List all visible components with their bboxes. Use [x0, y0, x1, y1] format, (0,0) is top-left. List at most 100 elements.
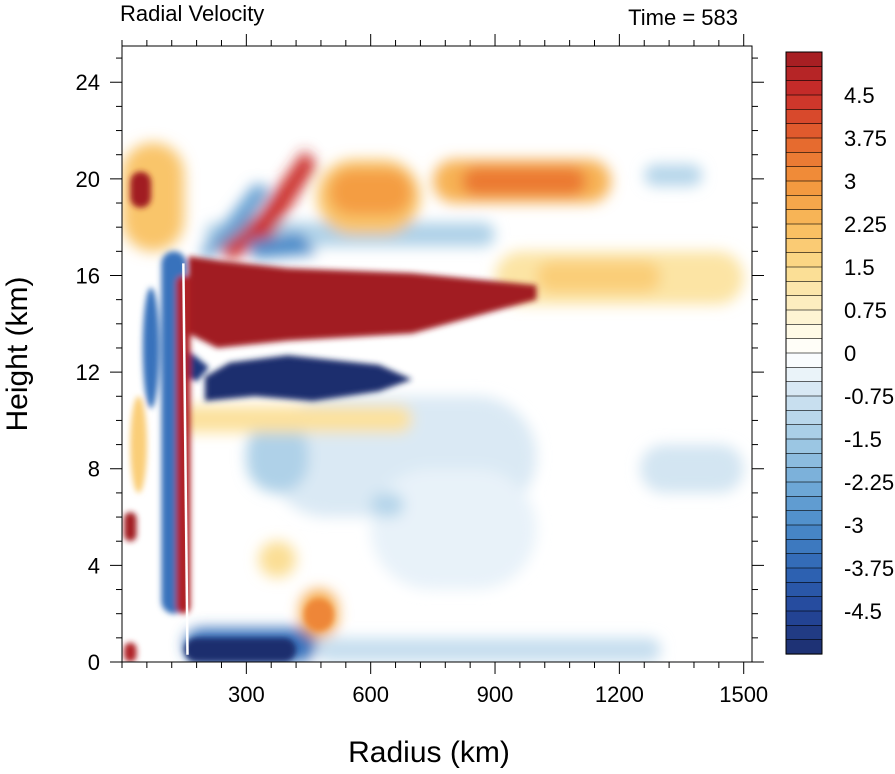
field-soft-layer: [122, 142, 744, 662]
colorbar-label: -4.5: [844, 599, 882, 624]
colorbar-label: -1.5: [844, 427, 882, 452]
colorbar-bin: [785, 352, 823, 368]
lower-negative-patch: [640, 444, 744, 493]
x-tick-label: 300: [228, 682, 265, 707]
colorbar-label: 3.75: [844, 126, 887, 151]
colorbar-bin: [785, 338, 823, 354]
colorbar-bin: [785, 166, 823, 182]
colorbar-bin: [785, 625, 823, 641]
colorbar-bin: [785, 424, 823, 440]
colorbar-bin: [785, 109, 823, 125]
colorbar-bin: [785, 510, 823, 526]
y-tick-label: 12: [76, 360, 100, 385]
colorbar-bin: [785, 481, 823, 497]
colorbar-bin: [785, 639, 823, 655]
colorbar-bin: [785, 438, 823, 454]
colorbar-bin: [785, 610, 823, 626]
low-level-outflow-2: [258, 541, 297, 578]
colorbar-bin: [785, 123, 823, 139]
core-low-positive: [124, 512, 137, 542]
upper-outflow-jet: [188, 256, 537, 348]
colorbar-bin: [785, 238, 823, 254]
colorbar-bin: [785, 223, 823, 239]
plot-frame: [110, 34, 764, 674]
y-tick-label: 24: [76, 70, 100, 95]
colorbar-bin: [785, 94, 823, 110]
colorbar-bin: [785, 410, 823, 426]
colorbar-bin: [785, 381, 823, 397]
colorbar-bin: [785, 596, 823, 612]
colorbar-label: 4.5: [844, 83, 875, 108]
colorbar-bin: [785, 496, 823, 512]
core-midlevel-positive: [130, 396, 147, 493]
colorbar-bin: [785, 209, 823, 225]
colorbar-bin: [785, 66, 823, 82]
upper-positive-core-2: [461, 166, 587, 196]
colorbar-bin: [785, 467, 823, 483]
colorbar-label: -0.75: [844, 384, 894, 409]
colorbar-bin: [785, 524, 823, 540]
y-tick-label: 0: [88, 650, 100, 675]
plot-border: [121, 45, 753, 663]
x-axis-title: Radius (km): [348, 736, 510, 769]
y-tick-label: 20: [76, 167, 100, 192]
colorbar-bin: [785, 137, 823, 153]
colorbar-label: 1.5: [844, 255, 875, 280]
y-axis-tick-labels: 0 4 8 12 16 20 24: [76, 70, 100, 675]
x-tick-label: 1500: [719, 682, 768, 707]
x-tick-label: 900: [477, 682, 514, 707]
colorbar-bin: [785, 553, 823, 569]
y-tick-label: 16: [76, 263, 100, 288]
colorbar-bin: [785, 80, 823, 96]
colorbar-bin: [785, 539, 823, 555]
colorbar-bin: [785, 266, 823, 282]
x-tick-label: 1200: [595, 682, 644, 707]
colorbar-bin: [785, 281, 823, 297]
midlevel-weak-inflow-2: [370, 468, 537, 590]
core-upper-positive: [122, 142, 185, 252]
upper-outflow-tail-core: [536, 260, 661, 293]
colorbar-bin: [785, 309, 823, 325]
colorbar-bin: [785, 367, 823, 383]
colorbar-bin: [785, 395, 823, 411]
colorbar-bin: [785, 295, 823, 311]
core-surface-positive: [124, 642, 137, 662]
diagonal-outflow-streak: [217, 149, 317, 261]
colorbar-bin: [785, 51, 823, 67]
x-tick-label: 600: [352, 682, 389, 707]
colorbar-label: -2.25: [844, 470, 894, 495]
chart-title-left: Radial Velocity: [120, 1, 264, 26]
core-midlevel-negative: [142, 287, 160, 409]
midlevel-inflow-band: [246, 420, 309, 493]
colorbar-bin: [785, 195, 823, 211]
eyewall-zero-line: [182, 263, 189, 655]
chart-title-right: Time = 583: [628, 5, 738, 30]
colorbar-bin: [785, 252, 823, 268]
colorbar-label: 0.75: [844, 298, 887, 323]
colorbar-bin: [785, 453, 823, 469]
colorbar-bin: [785, 152, 823, 168]
upper-negative-patch: [644, 164, 703, 187]
boundary-inflow: [184, 637, 297, 662]
colorbar-label: 3: [844, 169, 856, 194]
colorbar-label: 2.25: [844, 212, 887, 237]
boundary-inflow-weak: [316, 637, 661, 662]
y-axis-title: Height (km): [1, 276, 34, 431]
colorbar-label: -3.75: [844, 556, 894, 581]
colorbar: [785, 51, 823, 655]
diagonal-inflow-streak: [200, 183, 272, 261]
colorbar-border: [785, 51, 823, 655]
colorbar-bin: [785, 567, 823, 583]
colorbar-label: -3: [844, 513, 864, 538]
colorbar-bin: [785, 324, 823, 340]
y-tick-label: 8: [88, 457, 100, 482]
upper-inflow-wedge: [246, 232, 317, 259]
y-tick-label: 4: [88, 553, 100, 578]
colorbar-labels: 4.5 3.75 3 2.25 1.5 0.75 0 -0.75 -1.5 -2.25 -3 -3.7…: [844, 83, 894, 624]
core-upper-positive-strong: [130, 171, 152, 208]
low-level-outflow-core: [304, 599, 334, 631]
colorbar-bin: [785, 582, 823, 598]
midlevel-positive-strip: [171, 405, 413, 433]
upper-positive-core: [329, 169, 413, 216]
